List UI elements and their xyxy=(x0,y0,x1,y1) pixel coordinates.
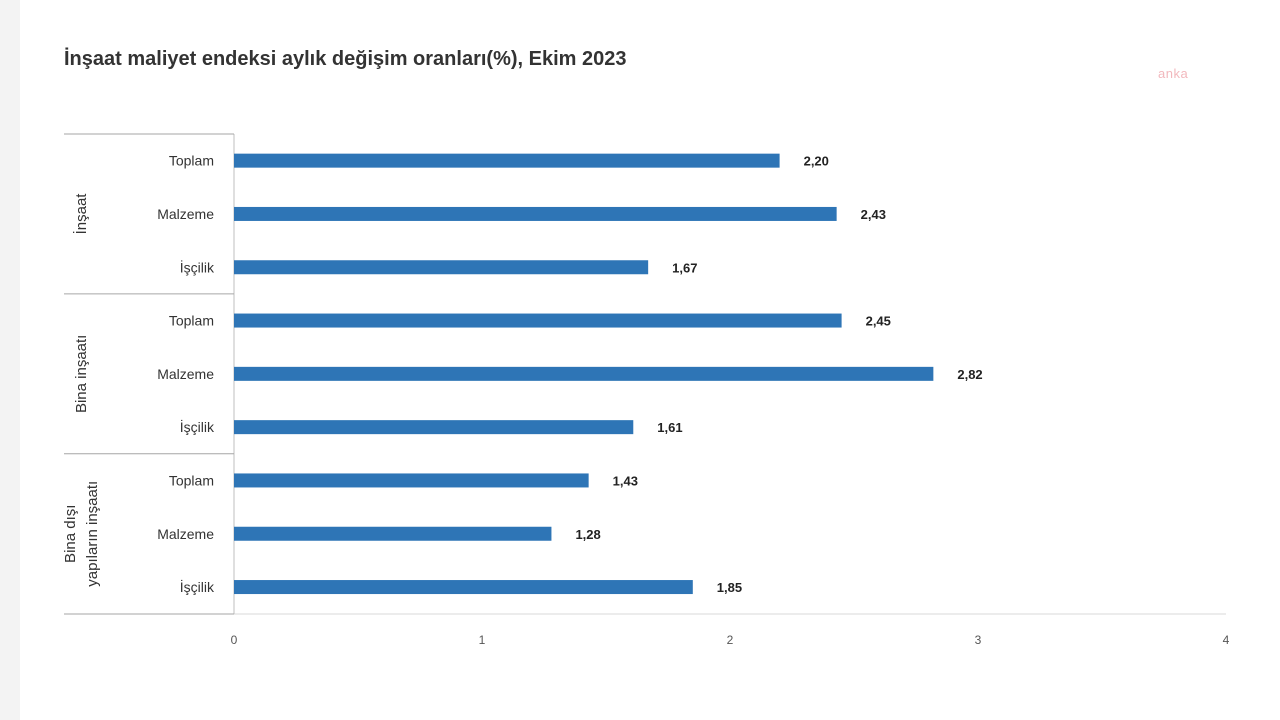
x-tick-label: 4 xyxy=(1223,633,1230,647)
x-tick-label: 1 xyxy=(479,633,486,647)
group-label: Bina dışı yapıların inşaatı xyxy=(62,481,101,587)
x-tick-label: 2 xyxy=(727,633,734,647)
bar xyxy=(234,526,552,541)
group-label: Bina inşaatı xyxy=(73,335,90,413)
data-label: 1,67 xyxy=(672,260,697,275)
category-label: Toplam xyxy=(169,153,214,169)
bar xyxy=(234,153,780,168)
data-label: 1,43 xyxy=(613,473,638,488)
category-label: Malzeme xyxy=(157,366,214,382)
bar xyxy=(234,420,634,435)
bar xyxy=(234,473,589,488)
group-label: İnşaat xyxy=(72,193,90,235)
category-label: Toplam xyxy=(169,313,214,329)
chart-title: İnşaat maliyet endeksi aylık değişim ora… xyxy=(64,48,627,70)
bar xyxy=(234,366,934,381)
category-label: Malzeme xyxy=(157,526,214,542)
data-label: 2,43 xyxy=(861,207,886,222)
bar xyxy=(234,313,842,328)
category-label: Toplam xyxy=(169,472,214,488)
bar xyxy=(234,206,837,221)
data-label: 1,61 xyxy=(657,420,682,435)
data-label: 2,45 xyxy=(866,314,891,329)
category-label: Malzeme xyxy=(157,206,214,222)
watermark-logo: anka xyxy=(1158,66,1189,81)
bar xyxy=(234,260,649,275)
x-tick-label: 0 xyxy=(231,633,238,647)
data-label: 1,85 xyxy=(717,580,742,595)
data-label: 1,28 xyxy=(575,527,600,542)
category-label: İşçilik xyxy=(180,258,215,275)
category-label: İşçilik xyxy=(180,578,215,595)
bar xyxy=(234,580,693,595)
left-decorative-strip xyxy=(0,0,20,720)
data-label: 2,20 xyxy=(804,154,829,169)
category-label: İşçilik xyxy=(180,418,215,435)
data-label: 2,82 xyxy=(957,367,982,382)
x-tick-label: 3 xyxy=(975,633,982,647)
